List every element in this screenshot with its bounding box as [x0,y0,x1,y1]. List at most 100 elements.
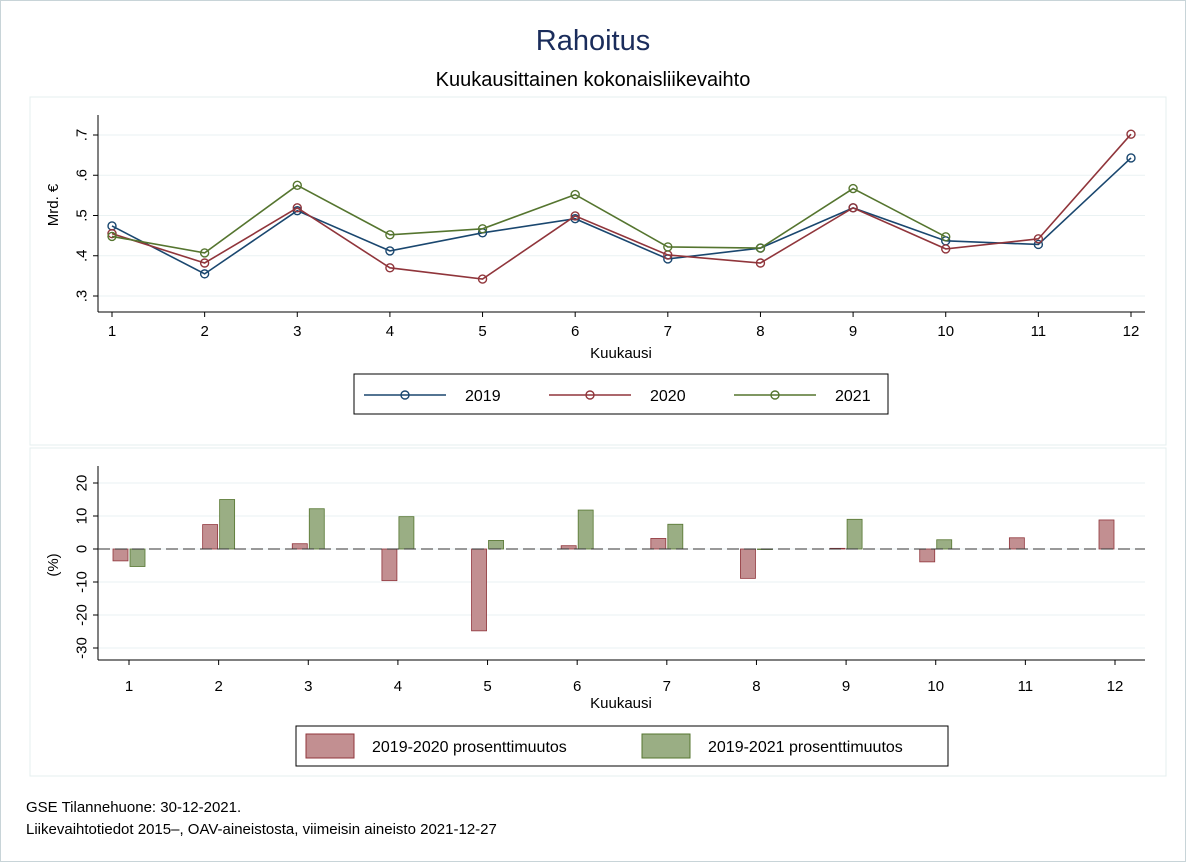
data-point-2019 [1033,239,1044,250]
data-point-2020 [755,258,766,268]
data-point-2021 [385,230,395,240]
x-axis-label: Kuukausi [590,695,652,712]
x-tick-label: 12 [1123,323,1140,340]
x-tick-label: 12 [1107,678,1124,695]
data-point-2021 [477,224,488,234]
y-tick-label: .4 [74,249,91,262]
data-point-2020 [477,274,488,284]
data-point-2021 [107,231,117,242]
data-point-2020 [570,211,580,221]
y-tick-label: .5 [74,209,91,222]
legend [295,725,949,767]
x-tick-label: 11 [1018,678,1034,695]
x-tick-label: 5 [483,678,491,695]
x-tick-label: 6 [571,323,579,340]
footer-line-2: Liikevaihtotiedot 2015–, OAV-aineistosta… [26,821,497,838]
bar-2019-2021 [488,540,504,550]
x-tick-label: 1 [108,323,116,340]
series-line-2021 [111,184,947,254]
legend-swatch [641,733,691,759]
x-tick-label: 8 [752,678,760,695]
bar-2019-2020 [202,524,219,550]
y-tick-label: 20 [74,475,91,492]
data-point-2020 [848,203,858,213]
series-line-2020 [111,133,1132,280]
data-point-2021 [941,232,951,242]
data-point-2020 [385,263,395,273]
legend-marker [400,390,410,400]
bar-2019-2021 [577,509,594,550]
x-tick-label: 2 [214,678,222,695]
data-point-2021 [663,242,673,252]
x-tick-label: 8 [756,323,764,340]
legend-marker [770,390,780,400]
data-point-2020 [941,244,951,254]
y-tick-label: .7 [74,129,91,142]
bar-2019-2020 [1008,537,1025,550]
legend-label: 2019-2020 prosenttimuutos [372,739,567,756]
y-tick-label: -20 [74,604,91,626]
data-point-2019 [199,269,210,279]
legend-label: 2019 [465,388,501,405]
y-tick-label: 0 [74,545,91,553]
y-tick-label: .6 [74,169,91,182]
legend-marker [585,390,595,400]
x-tick-label: 9 [842,678,850,695]
data-point-2019 [1126,153,1136,163]
data-point-2020 [107,228,117,239]
data-point-2020 [1033,234,1044,244]
footer-line-1: GSE Tilannehuone: 30-12-2021. [26,799,241,816]
legend-label: 2019-2021 prosenttimuutos [708,739,903,756]
x-tick-label: 9 [849,323,857,340]
x-tick-label: 5 [478,323,486,340]
data-point-2021 [199,248,210,258]
y-tick-label: -30 [74,637,91,659]
x-tick-label: 2 [200,323,208,340]
chart-title: Rahoitus [536,25,650,57]
bar-2019-2021 [398,516,415,550]
bar-2019-2021 [308,508,325,550]
bar-2019-2020 [1098,519,1115,550]
bar-2019-2021 [667,523,684,550]
x-tick-label: 3 [304,678,312,695]
y-tick-label: -10 [74,571,91,593]
x-tick-label: 1 [125,678,133,695]
bar-2019-2020 [740,548,756,579]
bar-2019-2021 [219,499,236,550]
bar-2019-2020 [381,548,398,582]
x-tick-label: 7 [664,323,672,340]
x-tick-label: 11 [1031,323,1047,340]
data-point-2020 [199,258,210,268]
x-axis-label: Kuukausi [590,345,652,362]
bar-2019-2021 [846,518,863,550]
legend-swatch [305,733,355,759]
data-point-2021 [755,243,766,253]
x-tick-label: 4 [394,678,402,695]
bar-2019-2020 [112,548,129,562]
data-point-2021 [570,189,580,200]
legend-label: 2020 [650,388,686,405]
x-tick-label: 7 [663,678,671,695]
bar-2019-2020 [650,538,667,550]
y-axis-label: Mrd. € [45,183,62,226]
legend [353,373,889,415]
chart-subtitle: Kuukausittainen kokonaisliikevaihto [436,69,751,91]
y-tick-label: 10 [74,508,91,525]
bar-2019-2020 [471,548,487,632]
legend-label: 2021 [835,388,871,405]
y-tick-label: .3 [74,290,91,303]
x-tick-label: 4 [386,323,394,340]
bar-2019-2020 [919,548,936,563]
data-point-2020 [292,203,302,213]
bar-panel [29,447,1167,777]
series-line-2019 [111,157,1132,275]
data-point-2019 [385,246,395,256]
y-axis-label: (%) [45,553,62,576]
bar-2019-2020 [291,543,308,550]
bar-2019-2021 [936,539,953,550]
bar-2019-2021 [129,548,146,567]
